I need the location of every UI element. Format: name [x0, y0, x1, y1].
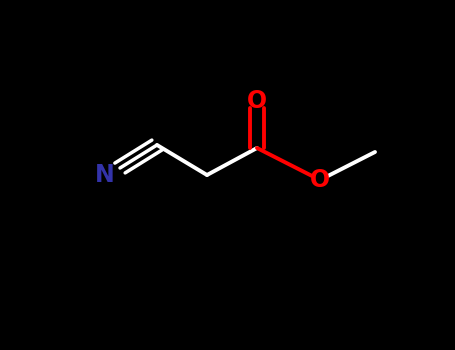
- Text: O: O: [247, 89, 267, 113]
- Text: O: O: [310, 168, 330, 192]
- Text: N: N: [95, 163, 115, 187]
